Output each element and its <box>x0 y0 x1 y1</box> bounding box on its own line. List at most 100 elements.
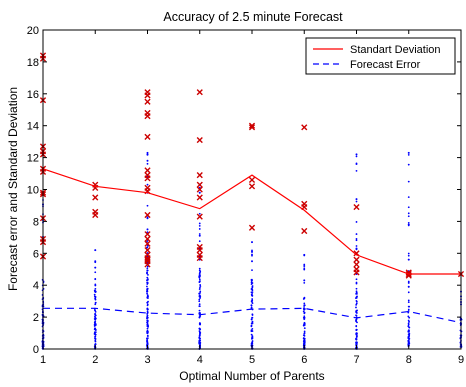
x-axis: 1 2 3 4 5 6 7 8 9 <box>40 30 464 366</box>
forecast-error-point <box>94 340 97 343</box>
forecast-error-point <box>198 298 201 301</box>
forecast-error-point <box>302 337 305 339</box>
forecast-error-point <box>303 334 306 337</box>
forecast-error-point <box>250 291 253 294</box>
forecast-error-point <box>355 247 358 250</box>
forecast-error-point <box>146 319 149 322</box>
x-marker-stroke <box>353 269 360 276</box>
std-deviation-point <box>144 113 151 120</box>
forecast-error-point <box>355 153 358 156</box>
forecast-error-point <box>94 298 97 301</box>
forecast-error-point <box>94 249 97 252</box>
forecast-error-point <box>93 321 96 324</box>
std-deviation-point <box>144 240 151 247</box>
forecast-error-point <box>198 278 201 281</box>
forecast-error-point <box>198 303 201 306</box>
forecast-error-point <box>198 305 201 308</box>
forecast-error-point <box>302 324 305 327</box>
forecast-error-point <box>408 320 410 323</box>
x-marker-stroke <box>248 176 256 184</box>
forecast-error-point <box>303 332 306 335</box>
forecast-error-point <box>198 288 201 291</box>
x-marker-stroke <box>144 211 151 219</box>
forecast-error-point <box>250 300 253 303</box>
forecast-error-point <box>146 246 148 249</box>
forecast-error-point <box>146 285 148 288</box>
x-marker-stroke <box>144 92 151 99</box>
forecast-error-point <box>146 228 149 231</box>
forecast-error-point <box>146 217 149 220</box>
y-axis: 0 2 4 6 8 10 12 14 16 18 20 <box>27 25 461 356</box>
y-tick-label: 4 <box>33 280 39 292</box>
forecast-error-point <box>250 281 253 284</box>
forecast-error-point <box>355 319 357 322</box>
forecast-error-point <box>407 215 410 218</box>
forecast-error-point <box>198 233 201 235</box>
forecast-error-point <box>198 240 201 243</box>
forecast-error-point <box>146 317 148 320</box>
forecast-error-point <box>407 340 410 342</box>
forecast-error-point <box>303 253 306 256</box>
forecast-error-point <box>198 309 201 312</box>
x-marker-stroke <box>144 113 151 120</box>
y-tick-label: 12 <box>27 153 39 165</box>
y-tick-label: 18 <box>27 57 39 69</box>
forecast-error-point <box>198 267 201 270</box>
forecast-error-point <box>407 154 410 156</box>
forecast-error-point <box>407 305 410 308</box>
forecast-error-point <box>407 252 410 255</box>
forecast-error-point <box>407 223 410 226</box>
forecast-error-point <box>146 276 149 279</box>
forecast-error-point <box>303 279 306 282</box>
forecast-error-point <box>198 330 201 332</box>
forecast-error-point <box>250 333 253 336</box>
forecast-error-point <box>94 260 97 263</box>
forecast-error-point <box>303 330 306 333</box>
x-marker-stroke <box>353 203 360 211</box>
forecast-error-point <box>303 306 305 308</box>
forecast-error-point <box>93 323 96 326</box>
x-marker-stroke <box>301 124 308 131</box>
x-tick-label: 2 <box>92 354 98 366</box>
forecast-error-point <box>146 303 149 306</box>
std-deviation-point <box>144 167 151 174</box>
forecast-error-point <box>251 241 253 244</box>
forecast-error-point <box>250 304 253 307</box>
legend-label-std: Standart Deviation <box>350 44 441 56</box>
forecast-error-point <box>407 301 410 304</box>
forecast-error-point <box>250 342 253 345</box>
forecast-error-point <box>93 318 96 320</box>
forecast-error-point <box>355 338 357 340</box>
forecast-error-point <box>94 271 97 274</box>
y-tick-label: 10 <box>27 185 39 197</box>
forecast-error-point <box>198 341 201 344</box>
forecast-error-point <box>355 297 357 299</box>
forecast-error-point <box>355 162 358 165</box>
forecast-error-point <box>199 286 201 289</box>
x-marker-stroke <box>196 194 203 201</box>
forecast-error-point <box>303 263 306 266</box>
forecast-error-point <box>408 332 411 335</box>
forecast-error-point <box>251 260 253 263</box>
forecast-error-point <box>407 254 410 257</box>
forecast-error-point <box>198 292 201 295</box>
forecast-error-point <box>94 284 97 287</box>
forecast-error-point <box>302 310 305 313</box>
y-axis-label: Forecast error and Standard Deviation <box>6 87 20 291</box>
forecast-error-point <box>251 294 253 297</box>
x-marker-stroke <box>196 247 203 254</box>
forecast-error-point <box>250 325 253 328</box>
forecast-error-point <box>146 340 149 343</box>
forecast-error-point <box>355 328 358 331</box>
std-deviation-point <box>144 211 151 219</box>
x-tick-label: 6 <box>301 354 307 366</box>
std-deviation-point <box>144 175 151 182</box>
forecast-error-point <box>146 339 149 341</box>
std-deviation-point <box>248 183 256 190</box>
forecast-error-point <box>303 322 306 325</box>
forecast-error-point <box>199 270 202 273</box>
forecast-error-point <box>355 278 358 281</box>
x-tick-label: 5 <box>249 354 255 366</box>
std-deviation-point <box>196 194 203 201</box>
forecast-error-point <box>198 334 201 337</box>
